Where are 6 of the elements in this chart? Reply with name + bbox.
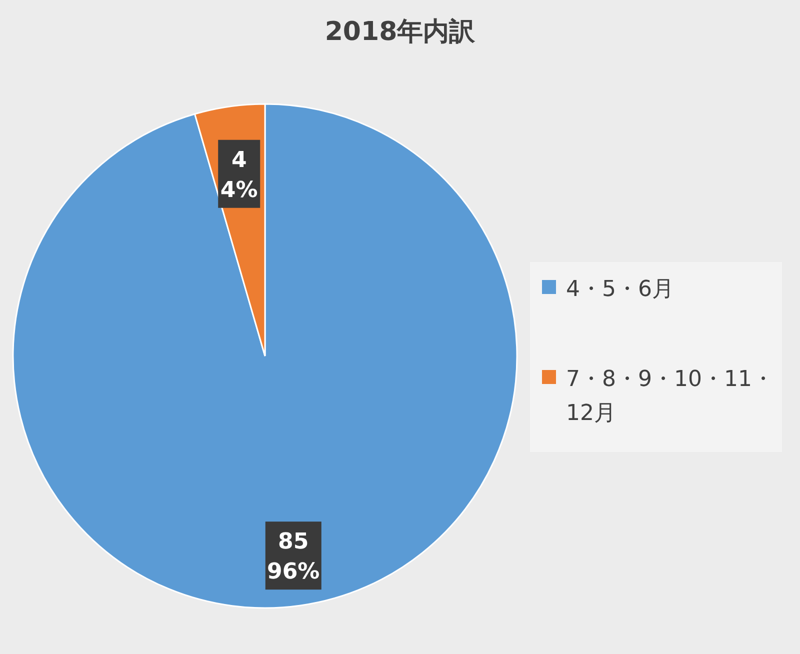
legend-label: 4・5・6月 (566, 277, 674, 302)
data-label: 4 4% (220, 148, 258, 203)
pie-slice (12, 103, 518, 608)
chart-title: 2018年内訳 (324, 17, 476, 47)
data-label: 85 96% (267, 530, 320, 585)
legend-label: 7・8・9・10・11・12月 (566, 367, 774, 426)
